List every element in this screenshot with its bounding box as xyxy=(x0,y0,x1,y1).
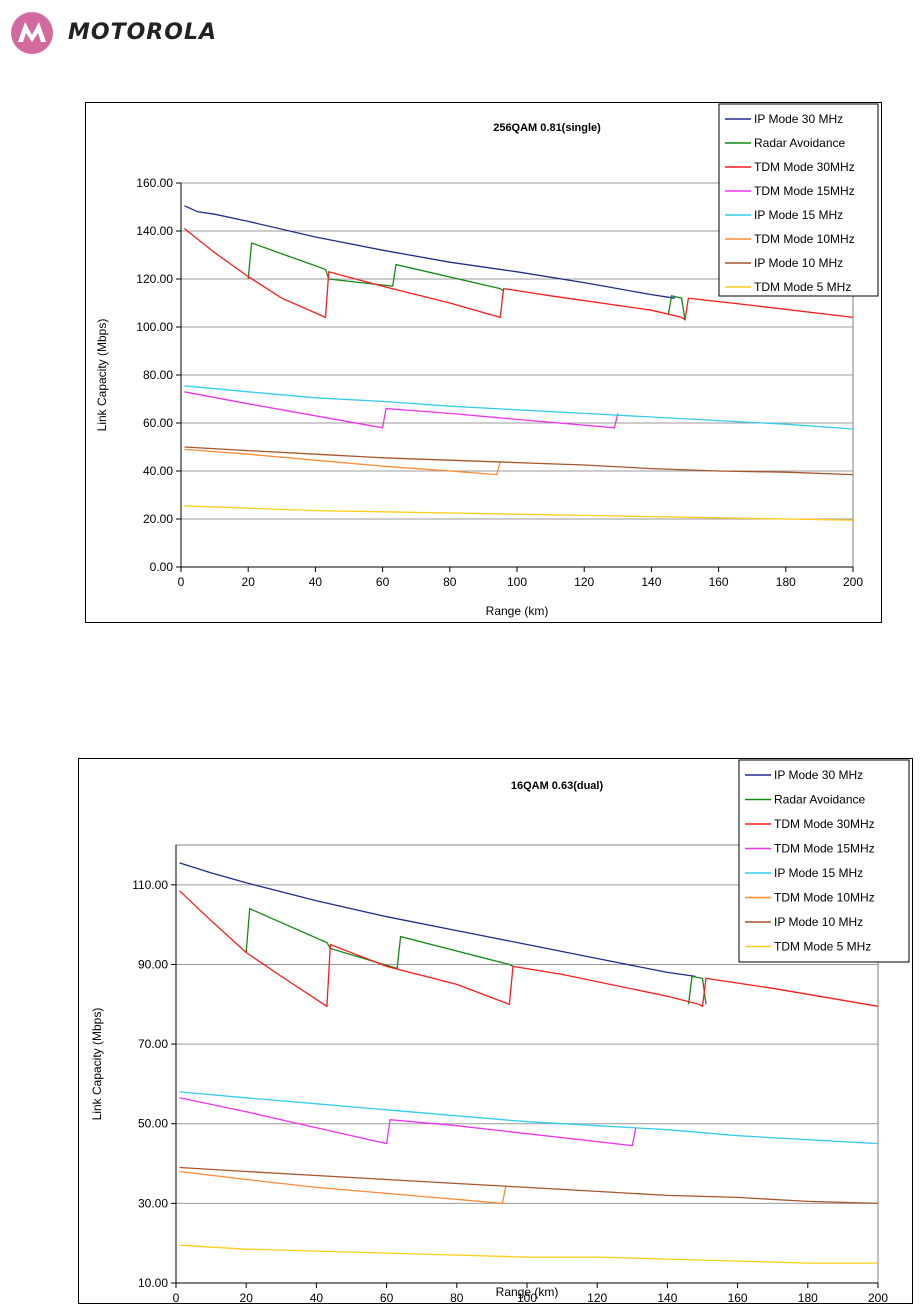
x-tick-label: 60 xyxy=(376,575,390,589)
legend-label: IP Mode 10 MHz xyxy=(754,256,843,270)
series-line xyxy=(184,385,854,430)
y-axis-label: Link Capacity (Mbps) xyxy=(90,1008,104,1121)
chart-256qam-svg: 0.00 20.00 40.00 60.00 80.00 100.00 120.00 140.… xyxy=(95,103,879,618)
chart-16qam-svg: 10.00 30.00 50.00 70.00 90.00 110.00 0 20 40 60 80… xyxy=(90,759,910,1303)
y-tick-label: 90.00 xyxy=(138,957,168,971)
series-line xyxy=(179,890,879,1008)
legend-label: IP Mode 30 MHz xyxy=(774,768,863,782)
legend-label: TDM Mode 15MHz xyxy=(754,184,855,198)
x-tick-label: 140 xyxy=(657,1291,677,1303)
legend-label: TDM Mode 15MHz xyxy=(774,842,875,856)
series-line xyxy=(184,446,854,476)
series-line xyxy=(184,505,854,521)
page-header: MOTOROLA xyxy=(10,10,217,55)
legend-label: IP Mode 15 MHz xyxy=(774,866,863,880)
x-tick-label: 40 xyxy=(309,575,323,589)
legend-label: TDM Mode 30MHz xyxy=(754,160,855,174)
y-tick-label: 0.00 xyxy=(150,560,174,574)
legend-box xyxy=(718,103,879,297)
series-line xyxy=(667,295,686,320)
legend-box xyxy=(738,759,910,963)
x-tick-label: 160 xyxy=(728,1291,748,1303)
x-tick-label: 100 xyxy=(517,1291,537,1303)
chart-16qam: 10.00 30.00 50.00 70.00 90.00 110.00 0 20 40 60 80… xyxy=(78,758,913,1304)
chart-title: 16QAM 0.63(dual) xyxy=(511,780,604,792)
series-line xyxy=(184,205,675,299)
y-tick-label: 50.00 xyxy=(138,1117,168,1131)
legend-label: TDM Mode 30MHz xyxy=(774,817,875,831)
series-line xyxy=(179,1091,879,1145)
x-tick-label: 80 xyxy=(450,1291,464,1303)
series-line xyxy=(179,1097,637,1147)
brand-wordmark: MOTOROLA xyxy=(68,20,217,45)
legend-label: Radar Avoidance xyxy=(754,136,846,150)
y-tick-label: 80.00 xyxy=(143,368,173,382)
series-line xyxy=(247,242,504,292)
x-tick-label: 100 xyxy=(507,575,527,589)
x-tick-label: 0 xyxy=(178,575,185,589)
legend-label: IP Mode 15 MHz xyxy=(754,208,843,222)
y-tick-label: 20.00 xyxy=(143,512,173,526)
series-line xyxy=(184,391,619,429)
x-tick-label: 120 xyxy=(587,1291,607,1303)
series-line xyxy=(179,1170,507,1205)
x-tick-label: 120 xyxy=(574,575,594,589)
x-tick-label: 80 xyxy=(443,575,457,589)
y-tick-label: 10.00 xyxy=(138,1276,168,1290)
series-line xyxy=(245,907,514,970)
y-tick-label: 30.00 xyxy=(138,1196,168,1210)
y-tick-label: 60.00 xyxy=(143,416,173,430)
x-tick-label: 0 xyxy=(173,1291,180,1303)
motorola-batwing-logo-icon xyxy=(11,11,53,54)
series-line xyxy=(179,1166,879,1205)
y-tick-label: 110.00 xyxy=(132,878,168,892)
legend-label: Radar Avoidance xyxy=(774,793,866,807)
x-tick-label: 20 xyxy=(242,575,256,589)
y-axis-label: Link Capacity (Mbps) xyxy=(95,319,109,432)
x-tick-label: 140 xyxy=(641,575,661,589)
legend-label: IP Mode 10 MHz xyxy=(774,915,863,929)
legend-label: TDM Mode 10MHz xyxy=(754,232,855,246)
x-tick-label: 200 xyxy=(843,575,863,589)
chart-256qam: 0.00 20.00 40.00 60.00 80.00 100.00 120.00 140.… xyxy=(85,102,882,623)
legend-label: IP Mode 30 MHz xyxy=(754,112,843,126)
y-tick-label: 120.00 xyxy=(136,272,173,286)
x-tick-label: 20 xyxy=(240,1291,254,1303)
series-line xyxy=(184,448,501,476)
legend-label: TDM Mode 5 MHz xyxy=(754,280,851,294)
chart-title: 256QAM 0.81(single) xyxy=(493,122,601,134)
x-axis-label: Range (km) xyxy=(486,604,549,618)
y-tick-label: 140.00 xyxy=(136,224,173,238)
x-tick-label: 60 xyxy=(380,1291,394,1303)
y-tick-label: 70.00 xyxy=(138,1037,168,1051)
x-tick-label: 180 xyxy=(798,1291,818,1303)
y-tick-label: 160.00 xyxy=(136,176,173,190)
series-line xyxy=(179,1244,878,1264)
series-line xyxy=(183,228,854,321)
series-line xyxy=(179,862,696,978)
x-axis-label: Range (km) xyxy=(496,1285,559,1299)
legend-label: TDM Mode 10MHz xyxy=(774,891,875,905)
x-tick-label: 180 xyxy=(776,575,796,589)
y-tick-label: 40.00 xyxy=(143,464,173,478)
x-tick-label: 160 xyxy=(709,575,729,589)
series-group xyxy=(183,205,854,521)
y-tick-label: 100.00 xyxy=(136,320,173,334)
x-tick-label: 40 xyxy=(310,1291,324,1303)
series-group xyxy=(179,862,879,1264)
x-tick-label: 200 xyxy=(868,1291,888,1303)
legend-label: TDM Mode 5 MHz xyxy=(774,940,871,954)
